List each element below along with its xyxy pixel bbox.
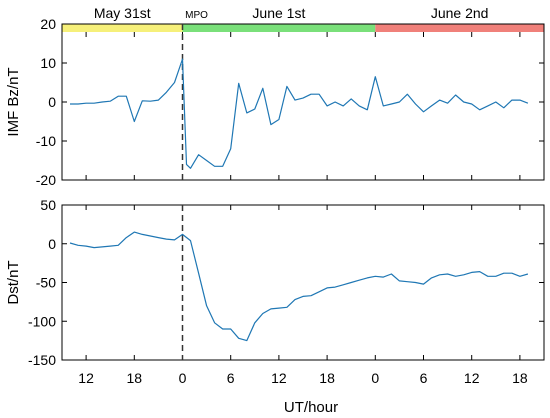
series-line-0 — [69, 231, 529, 342]
x-tick-label: 18 — [512, 370, 528, 386]
y-tick-label: 50 — [40, 197, 56, 213]
series-line-0 — [70, 58, 529, 169]
day-band-0 — [62, 24, 183, 32]
plot-frame — [61, 204, 545, 361]
x-tick-label: 0 — [371, 370, 379, 386]
x-tick-label: 18 — [127, 370, 143, 386]
y-tick-label: -100 — [28, 313, 56, 329]
x-axis-label: UT/hour — [284, 399, 338, 416]
y-axis-label: IMF Bz/nT — [5, 67, 22, 136]
y-tick-label: 10 — [40, 55, 56, 71]
plot-frame — [61, 23, 545, 181]
dst-panel: 50 0 -50 -100 -150 12 18 0 6 12 18 0 6 12 18 Dst/nT — [5, 197, 545, 386]
day-label-0: May 31st — [94, 5, 151, 21]
y-tick-label: -10 — [36, 133, 56, 149]
day-label-1: June 1st — [252, 5, 305, 21]
y-axis-label: Dst/nT — [5, 260, 22, 304]
x-tick-label: 12 — [78, 370, 94, 386]
event-marker-label: MPO — [185, 10, 208, 21]
y-tick-label: -20 — [36, 172, 56, 188]
y-tick-label: -50 — [36, 275, 56, 291]
x-tick-label: 6 — [420, 370, 428, 386]
day-band-1 — [182, 24, 376, 32]
day-band-2 — [375, 24, 544, 32]
y-tick-label: 0 — [48, 94, 56, 110]
x-tick-label: 0 — [179, 370, 187, 386]
x-tick-label: 6 — [227, 370, 235, 386]
imf-bz-panel: May 31st June 1st June 2nd 20 10 0 -10 -20 MPO IM… — [5, 5, 545, 188]
y-tick-label: 20 — [40, 16, 56, 32]
x-tick-label: 18 — [319, 370, 335, 386]
y-tick-label: -150 — [28, 352, 56, 368]
day-label-2: June 2nd — [431, 5, 489, 21]
y-tick-label: 0 — [48, 236, 56, 252]
x-tick-label: 12 — [271, 370, 287, 386]
x-tick-label: 12 — [464, 370, 480, 386]
